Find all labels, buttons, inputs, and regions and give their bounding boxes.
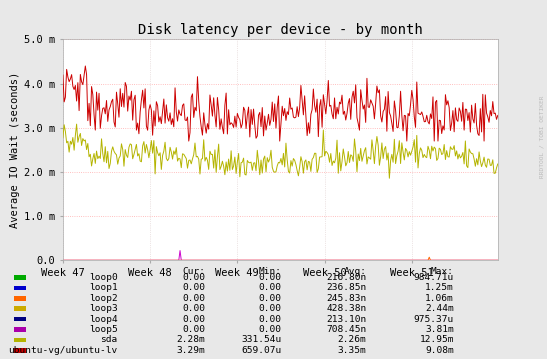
Text: 0.00: 0.00 (259, 325, 282, 334)
Text: sda: sda (100, 335, 118, 344)
Text: loop3: loop3 (89, 304, 118, 313)
Text: 0.00: 0.00 (259, 283, 282, 293)
Bar (14, 307, 26, 311)
Text: 975.37u: 975.37u (414, 314, 454, 323)
Text: 213.10n: 213.10n (326, 314, 366, 323)
Bar (14, 286, 26, 290)
Text: Min:: Min: (259, 267, 282, 276)
Text: loop0: loop0 (89, 273, 118, 282)
Text: 331.54u: 331.54u (241, 335, 282, 344)
Text: RRDTOOL / TOBI OETIKER: RRDTOOL / TOBI OETIKER (539, 95, 544, 178)
Text: 1.25m: 1.25m (425, 283, 454, 293)
Text: 708.45n: 708.45n (326, 325, 366, 334)
Bar (14, 317, 26, 321)
Text: 236.85n: 236.85n (326, 283, 366, 293)
Text: loop2: loop2 (89, 294, 118, 303)
Text: 0.00: 0.00 (182, 283, 205, 293)
Text: 9.08m: 9.08m (425, 346, 454, 355)
Text: 0.00: 0.00 (182, 304, 205, 313)
Text: 2.26m: 2.26m (337, 335, 366, 344)
Bar (14, 275, 26, 280)
Text: 3.35m: 3.35m (337, 346, 366, 355)
Text: 984.71u: 984.71u (414, 273, 454, 282)
Title: Disk latency per device - by month: Disk latency per device - by month (138, 23, 423, 37)
Text: ubuntu-vg/ubuntu-lv: ubuntu-vg/ubuntu-lv (8, 346, 118, 355)
Bar (14, 337, 26, 342)
Text: 0.00: 0.00 (182, 325, 205, 334)
Text: loop5: loop5 (89, 325, 118, 334)
Text: 428.38n: 428.38n (326, 304, 366, 313)
Text: 0.00: 0.00 (259, 304, 282, 313)
Text: 0.00: 0.00 (182, 294, 205, 303)
Text: 245.83n: 245.83n (326, 294, 366, 303)
Text: 3.81m: 3.81m (425, 325, 454, 334)
Bar (14, 296, 26, 301)
Text: Cur:: Cur: (182, 267, 205, 276)
Text: 0.00: 0.00 (259, 273, 282, 282)
Text: Avg:: Avg: (344, 267, 366, 276)
Text: 3.29m: 3.29m (176, 346, 205, 355)
Y-axis label: Average IO Wait (seconds): Average IO Wait (seconds) (10, 72, 20, 228)
Text: 0.00: 0.00 (182, 314, 205, 323)
Text: 0.00: 0.00 (259, 294, 282, 303)
Text: 216.80n: 216.80n (326, 273, 366, 282)
Text: 659.07u: 659.07u (241, 346, 282, 355)
Text: 2.44m: 2.44m (425, 304, 454, 313)
Bar (14, 327, 26, 332)
Text: loop1: loop1 (89, 283, 118, 293)
Text: 2.28m: 2.28m (176, 335, 205, 344)
Text: 0.00: 0.00 (259, 314, 282, 323)
Text: 0.00: 0.00 (182, 273, 205, 282)
Text: loop4: loop4 (89, 314, 118, 323)
Text: 1.06m: 1.06m (425, 294, 454, 303)
Bar (14, 348, 26, 353)
Text: Max:: Max: (431, 267, 454, 276)
Text: 12.95m: 12.95m (420, 335, 454, 344)
